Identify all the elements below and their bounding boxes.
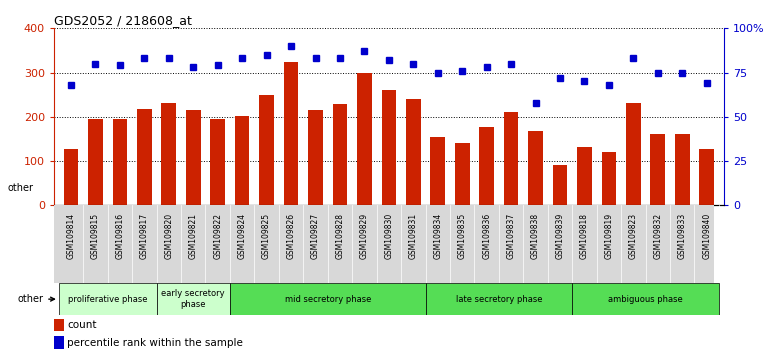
- Bar: [426, 283, 572, 315]
- Text: GSM109837: GSM109837: [507, 213, 516, 259]
- Bar: [572, 283, 719, 315]
- Text: ambiguous phase: ambiguous phase: [608, 295, 683, 304]
- Text: GSM109833: GSM109833: [678, 213, 687, 259]
- Text: GSM109831: GSM109831: [409, 213, 418, 259]
- Bar: [430, 137, 445, 205]
- Bar: [137, 109, 152, 205]
- Text: GSM109824: GSM109824: [238, 213, 246, 259]
- Text: GSM109839: GSM109839: [555, 213, 564, 259]
- Text: GSM109822: GSM109822: [213, 213, 223, 259]
- Text: GSM109840: GSM109840: [702, 213, 711, 259]
- Bar: [357, 73, 372, 205]
- Text: early secretory
phase: early secretory phase: [162, 290, 225, 309]
- Bar: [88, 119, 103, 205]
- Bar: [601, 152, 616, 205]
- Bar: [528, 131, 543, 205]
- Text: GSM109826: GSM109826: [286, 213, 296, 259]
- Bar: [259, 95, 274, 205]
- Text: GSM109832: GSM109832: [653, 213, 662, 259]
- Text: GSM109834: GSM109834: [434, 213, 442, 259]
- Bar: [162, 103, 176, 205]
- Text: GSM109829: GSM109829: [360, 213, 369, 259]
- Bar: [553, 166, 567, 205]
- Bar: [54, 319, 63, 331]
- Text: GSM109820: GSM109820: [164, 213, 173, 259]
- Bar: [381, 90, 397, 205]
- Bar: [186, 110, 201, 205]
- Bar: [406, 99, 420, 205]
- Bar: [675, 133, 690, 205]
- Text: GSM109817: GSM109817: [140, 213, 149, 259]
- Text: GSM109816: GSM109816: [116, 213, 125, 259]
- Bar: [210, 119, 225, 205]
- Text: percentile rank within the sample: percentile rank within the sample: [68, 338, 243, 348]
- Text: GSM109821: GSM109821: [189, 213, 198, 259]
- Text: GSM109836: GSM109836: [482, 213, 491, 259]
- Bar: [235, 116, 249, 205]
- Text: other: other: [17, 294, 55, 304]
- Text: GDS2052 / 218608_at: GDS2052 / 218608_at: [54, 14, 192, 27]
- Bar: [64, 149, 79, 205]
- Bar: [59, 283, 156, 315]
- Text: mid secretory phase: mid secretory phase: [285, 295, 371, 304]
- Text: GSM109828: GSM109828: [336, 213, 344, 259]
- Text: GSM109818: GSM109818: [580, 213, 589, 259]
- Bar: [699, 149, 714, 205]
- Bar: [283, 62, 299, 205]
- Text: GSM109830: GSM109830: [384, 213, 393, 259]
- Bar: [651, 133, 665, 205]
- Text: count: count: [68, 320, 97, 330]
- Text: GSM109825: GSM109825: [262, 213, 271, 259]
- Text: GSM109827: GSM109827: [311, 213, 320, 259]
- Bar: [455, 143, 470, 205]
- Bar: [626, 103, 641, 205]
- Bar: [156, 283, 230, 315]
- Text: late secretory phase: late secretory phase: [456, 295, 542, 304]
- Text: GSM109823: GSM109823: [629, 213, 638, 259]
- Text: other: other: [8, 183, 34, 193]
- Bar: [112, 119, 127, 205]
- Bar: [308, 110, 323, 205]
- Bar: [333, 104, 347, 205]
- Bar: [54, 336, 63, 349]
- Text: GSM109814: GSM109814: [66, 213, 75, 259]
- Bar: [479, 127, 494, 205]
- Text: GSM109835: GSM109835: [457, 213, 467, 259]
- Text: GSM109838: GSM109838: [531, 213, 540, 259]
- Text: GSM109819: GSM109819: [604, 213, 614, 259]
- Bar: [230, 283, 426, 315]
- Text: GSM109815: GSM109815: [91, 213, 100, 259]
- Bar: [504, 113, 518, 205]
- Text: proliferative phase: proliferative phase: [68, 295, 147, 304]
- Bar: [577, 147, 592, 205]
